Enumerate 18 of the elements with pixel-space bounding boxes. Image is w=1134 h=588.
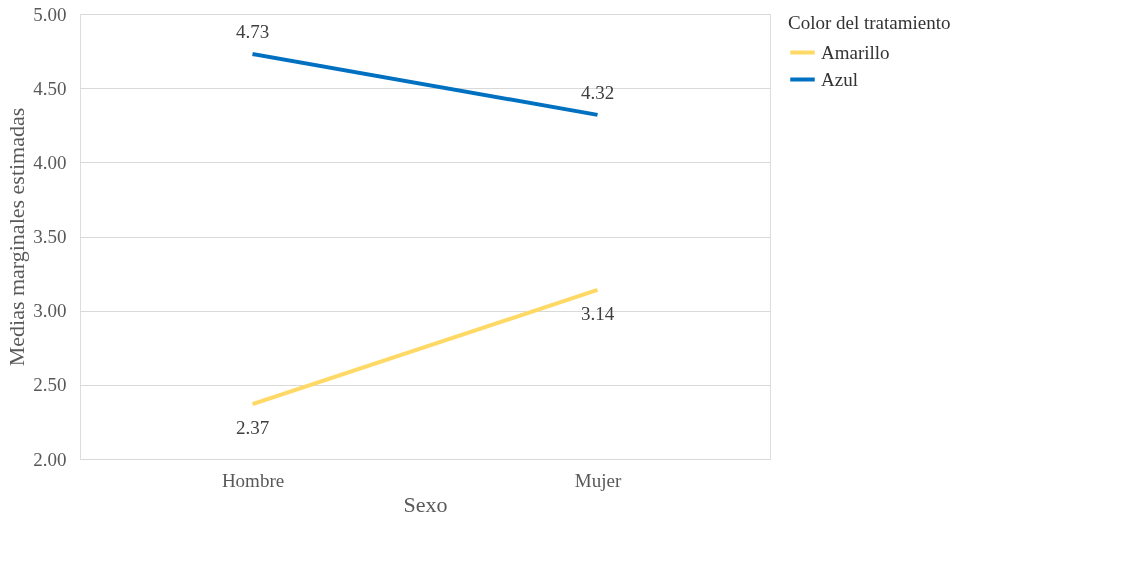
y-tick-label: 3.50 (33, 226, 67, 247)
data-label: 4.32 (580, 81, 615, 103)
data-label: 4.73 (235, 21, 270, 43)
legend-label: Azul (821, 68, 858, 90)
y-tick-label: 3.00 (33, 300, 67, 322)
legend-title: Color del tratamiento (788, 12, 951, 33)
y-tick-label: 2.00 (33, 448, 67, 470)
y-tick-label: 5.00 (33, 3, 67, 25)
data-label: 3.14 (580, 302, 615, 324)
x-tick-label: Hombre (221, 469, 285, 491)
x-axis-title: Sexo (403, 491, 448, 517)
data-label: 2.37 (235, 417, 270, 439)
y-tick-label: 4.50 (33, 77, 67, 99)
y-tick-label: 4.00 (33, 151, 67, 173)
legend-label: Amarillo (821, 41, 890, 63)
y-axis-title: Medias marginales estimadas (4, 107, 30, 367)
x-tick-label: Mujer (574, 469, 622, 491)
y-tick-label: 2.50 (33, 374, 67, 396)
